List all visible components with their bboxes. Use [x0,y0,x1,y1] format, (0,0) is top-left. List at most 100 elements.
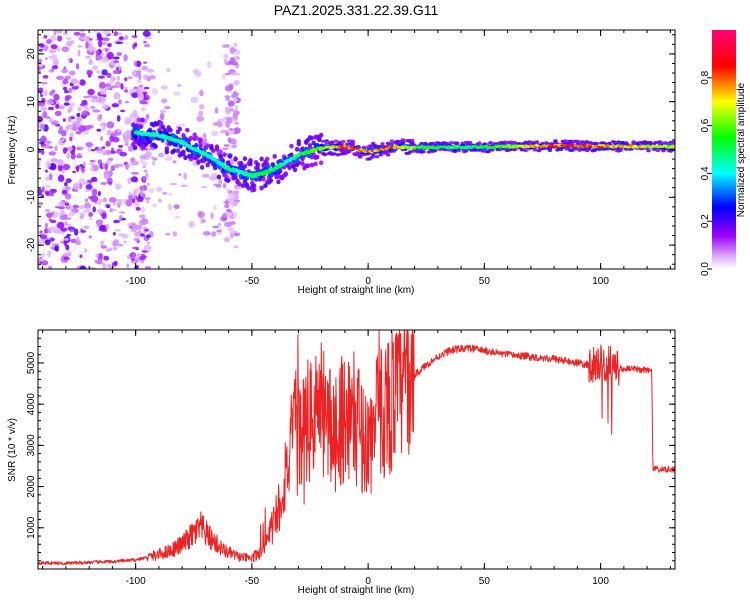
spectrogram-noise-blob [118,214,123,222]
spectrogram-noise-blob [227,137,232,144]
spectrogram-noise-blob [50,219,57,224]
spectrogram-noise-blob [66,36,72,41]
spectrogram-noise-blob [86,69,93,76]
spectrogram-noise-blob [38,58,42,64]
spectrogram-halo-blob [616,140,621,144]
spectrogram-noise-blob [217,222,222,227]
spectrogram-noise-blob [50,68,55,72]
spectrogram-noise-blob [85,207,92,213]
spectrogram-noise-blob [39,124,45,131]
spectrogram-halo-blob [371,141,376,145]
spectrogram-noise-blob [131,92,139,98]
spectrogram-noise-blob [97,199,106,202]
spectrogram-noise-blob [159,112,165,121]
spectrogram-halo-blob [168,127,173,133]
spectrogram-noise-blob [158,152,165,158]
spectrogram-halo-blob [319,132,324,138]
spectrogram-noise-blob [44,57,48,60]
spectrogram-noise-blob [134,201,140,208]
spectrogram-noise-blob [151,156,155,160]
spectrogram-halo-blob [467,140,473,145]
spectrogram-noise-blob [118,99,122,105]
spectrogram-noise-blob [49,118,54,123]
spectrogram-noise-blob [77,106,82,112]
spectrogram-halo-blob [138,124,143,130]
spectrogram-halo-blob [181,151,186,157]
spectrogram-halo-blob [350,143,355,147]
spectrogram-noise-blob [146,241,150,245]
x-tick-label: -50 [245,276,260,287]
spectrogram-noise-blob [137,79,142,84]
spectrogram-halo-blob [371,154,376,158]
spectrogram-halo-blob [335,153,341,157]
spectrogram-noise-blob [111,208,118,212]
spectrogram-halo-blob [333,139,339,143]
spectrogram-noise-blob [46,212,53,219]
spectrogram-noise-blob [108,80,115,85]
spectrogram-noise-blob [99,224,107,231]
spectrogram-noise-blob [98,40,103,48]
spectrogram-noise-blob [137,86,142,90]
spectrogram-noise-blob [44,222,49,229]
spectrogram-halo-blob [400,138,406,142]
spectrogram-noise-blob [49,226,56,231]
spectrogram-noise-blob [222,212,228,218]
y-tick-label: 1000 [26,516,37,539]
x-tick-label: 100 [592,576,609,587]
spectrogram-noise-blob [61,189,68,195]
spectrogram-noise-blob [62,118,66,122]
spectrogram-noise-blob [62,78,69,85]
spectrogram-halo-blob [283,171,288,177]
spectrogram-noise-blob [108,197,117,203]
spectrogram-noise-blob [90,195,99,203]
spectrogram-noise-blob [71,85,79,90]
spectrogram-noise-blob [56,159,64,166]
spectrogram-halo-blob [274,174,279,180]
spectrogram-noise-blob [214,107,219,114]
spectrogram-noise-blob [124,89,129,93]
spectrogram-noise-blob [65,178,72,184]
spectrogram-noise-blob [223,183,227,189]
spectrogram-noise-blob [139,99,147,105]
spectrogram-noise-blob [148,187,155,194]
spectrogram-halo-blob [408,150,413,154]
spectrogram-noise-blob [79,212,85,219]
spectrogram-noise-blob [78,205,85,210]
spectrogram-halo-blob [205,162,210,168]
spectrogram-noise-blob [89,167,95,171]
colorbar-gradient [712,30,736,269]
spectrogram-noise-blob [199,104,205,110]
spectrogram-noise-blob [127,145,135,152]
spectrogram-noise-blob [223,144,230,147]
spectrogram-noise-blob [66,152,70,160]
y-tick-label: 3000 [26,434,37,457]
spectrogram-noise-blob [76,117,83,122]
spectrogram-halo-blob [289,143,294,149]
spectrogram-noise-blob [89,162,96,166]
spectrogram-noise-blob [164,156,173,161]
spectrogram-noise-blob [113,261,118,265]
spectrogram-noise-blob [70,153,76,160]
spectrogram-noise-blob [64,90,70,94]
spectrogram-noise-blob [112,56,120,60]
spectrogram-noise-blob [50,54,58,61]
colorbar-tick-label: 0.0 [700,262,711,276]
spectrogram-noise-blob [131,35,138,38]
spectrogram-noise-blob [119,36,124,40]
spectrogram-halo-blob [330,140,335,144]
spectrogram-noise-blob [79,266,87,269]
spectrogram-noise-blob [136,253,142,257]
spectrogram-halo-blob [581,140,586,144]
spectrogram-noise-blob [142,30,151,37]
spectrogram-noise-blob [102,262,107,269]
spectrogram-noise-blob [161,98,168,104]
spectrogram-noise-blob [101,69,108,76]
spectrogram-noise-blob [90,105,96,110]
y-tick-label: 2000 [26,475,37,498]
spectrogram-noise-blob [84,189,92,193]
spectrogram-noise-blob [72,170,76,174]
spectrogram-noise-blob [125,100,129,104]
spectrogram-noise-blob [223,237,230,242]
spectrogram-noise-blob [104,163,108,171]
spectrogram-noise-blob [63,256,70,261]
